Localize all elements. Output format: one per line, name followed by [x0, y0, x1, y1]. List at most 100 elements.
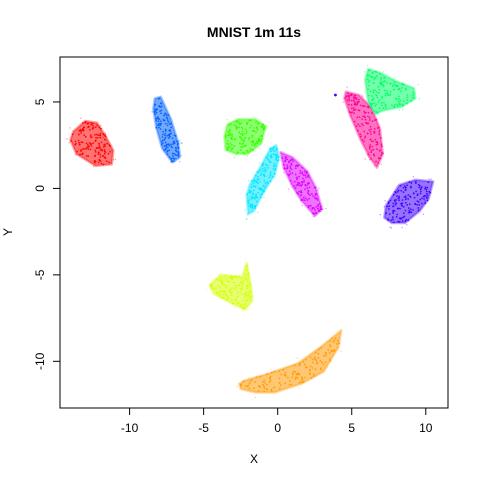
chart-title: MNIST 1m 11s [207, 24, 301, 40]
scatter-point [228, 131, 230, 134]
scatter-point [405, 196, 407, 199]
scatter-point [301, 166, 304, 169]
scatter-point [231, 278, 234, 280]
scatter-point [392, 205, 395, 208]
scatter-point [268, 381, 271, 383]
scatter-point [258, 162, 261, 164]
scatter-point [167, 137, 170, 139]
scatter-point [367, 69, 370, 72]
scatter-point [311, 367, 314, 369]
scatter-point [277, 159, 280, 162]
scatter-point [217, 294, 220, 297]
scatter-point [304, 183, 307, 186]
scatter-point [88, 128, 91, 131]
scatter-point [159, 110, 161, 113]
scatter-point [303, 363, 306, 366]
scatter-point [289, 179, 292, 182]
scatter-point [224, 274, 227, 277]
y-tick-label: -10 [33, 352, 47, 370]
scatter-point [297, 364, 299, 367]
scatter-point [76, 150, 79, 153]
scatter-point [261, 170, 264, 173]
scatter-point [258, 181, 261, 183]
scatter-point [163, 139, 166, 142]
scatter-point [372, 89, 375, 92]
scatter-point [236, 120, 239, 122]
scatter-point [259, 386, 262, 388]
scatter-point [241, 380, 244, 383]
scatter-point [248, 290, 251, 292]
scatter-point [406, 94, 409, 96]
scatter-point [246, 280, 249, 283]
scatter-point [271, 148, 274, 151]
scatter-point [367, 88, 370, 91]
scatter-point [93, 155, 96, 158]
scatter-point [348, 99, 351, 102]
scatter-point [294, 378, 297, 381]
scatter-point [401, 226, 403, 229]
scatter-point [399, 99, 402, 102]
scatter-point [348, 96, 350, 99]
scatter-point [273, 386, 276, 389]
scatter-point [243, 307, 246, 310]
scatter-point [245, 130, 248, 133]
scatter-point [223, 277, 226, 280]
scatter-point [170, 126, 173, 129]
scatter-point [367, 81, 370, 83]
scatter-point [353, 109, 355, 111]
scatter-point [293, 180, 296, 183]
scatter-point [369, 103, 372, 105]
scatter-point [371, 110, 373, 113]
scatter-point [366, 64, 369, 67]
scatter-point [255, 131, 257, 134]
scatter-point [281, 157, 284, 159]
scatter-point [396, 191, 399, 193]
scatter-point [248, 136, 251, 139]
scatter-point [406, 102, 408, 105]
scatter-point [399, 184, 402, 187]
scatter-point [248, 382, 251, 385]
scatter-point [401, 205, 404, 207]
scatter-point [351, 111, 354, 114]
scatter-point [426, 194, 429, 197]
scatter-point [307, 191, 309, 194]
cluster-body [223, 117, 268, 156]
scatter-point [266, 166, 269, 169]
scatter-point [372, 91, 375, 94]
scatter-point [161, 133, 164, 136]
scatter-point [392, 212, 395, 215]
scatter-point [319, 368, 322, 371]
scatter-point [257, 122, 260, 125]
scatter-point [82, 147, 85, 150]
scatter-point [298, 190, 301, 193]
scatter-point [157, 126, 160, 129]
scatter-point [262, 184, 265, 187]
scatter-point [228, 145, 231, 148]
scatter-point [232, 287, 235, 290]
scatter-point [265, 156, 268, 159]
scatter-point [409, 208, 412, 211]
scatter-point [399, 90, 402, 92]
scatter-point [273, 165, 276, 168]
scatter-point [250, 290, 252, 293]
scatter-point [334, 93, 337, 97]
scatter-point [392, 218, 394, 221]
scatter-point [366, 105, 369, 108]
scatter-point [368, 159, 371, 161]
scatter-point [210, 288, 212, 291]
scatter-point [364, 136, 366, 139]
scatter-point [154, 103, 157, 106]
scatter-point [389, 199, 392, 202]
scatter-point [299, 172, 302, 175]
scatter-point [322, 363, 325, 366]
x-tick-label: -10 [121, 421, 139, 435]
scatter-point [166, 117, 169, 120]
scatter-point [409, 195, 411, 198]
scatter-point [408, 207, 410, 209]
scatter-point [247, 308, 249, 311]
scatter-point [340, 350, 342, 352]
scatter-point [380, 82, 383, 84]
scatter-point [361, 95, 364, 97]
scatter-point [364, 71, 366, 73]
scatter-point [377, 85, 380, 88]
